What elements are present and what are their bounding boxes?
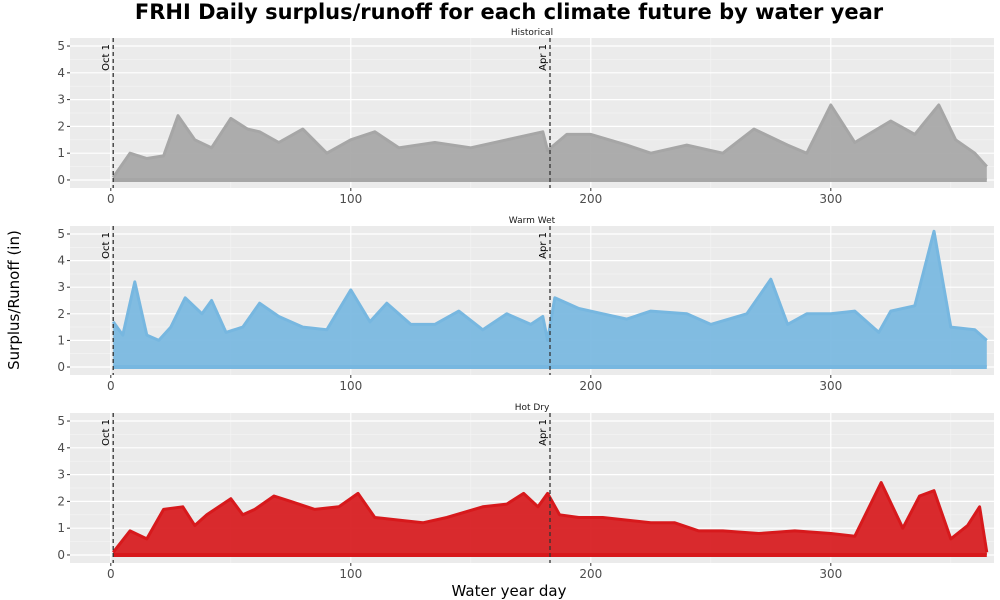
- panel-strip-label: Hot Dry: [515, 403, 550, 413]
- series-area: [113, 105, 987, 180]
- x-tick-label: 100: [339, 379, 362, 393]
- y-tick-label: 3: [57, 468, 65, 482]
- x-tick-label: 300: [819, 567, 842, 581]
- x-tick-label: 200: [579, 192, 602, 206]
- y-tick-label: 2: [57, 119, 65, 133]
- panel-strip-label: Historical: [511, 28, 553, 38]
- y-tick-label: 1: [57, 521, 65, 535]
- series-line: [112, 481, 989, 554]
- x-tick-label: 0: [107, 567, 115, 581]
- reference-line-label: Oct 1: [101, 232, 112, 259]
- x-axis-title: Water year day: [452, 582, 567, 600]
- y-tick-label: 3: [57, 280, 65, 294]
- y-tick-label: 4: [57, 66, 65, 80]
- y-tick-label: 4: [57, 254, 65, 268]
- reference-line-label: Oct 1: [101, 44, 112, 71]
- y-tick-label: 0: [57, 548, 65, 562]
- panel-strip-label: Warm Wet: [509, 216, 556, 226]
- reference-line-label: Apr 1: [538, 419, 549, 446]
- panel-hot-dry: Hot Dry 0 1 2 3 4 5 0 100 200 300 Oct 1 Apr 1: [57, 403, 994, 581]
- y-tick-label: 3: [57, 93, 65, 107]
- x-tick-label: 300: [819, 192, 842, 206]
- y-axis-title: Surplus/Runoff (in): [5, 230, 23, 370]
- panel-historical: Historical 0 1 2 3 4 5 0 100 200 300 Oct 1 Apr 1: [57, 28, 994, 206]
- y-tick-label: 5: [57, 227, 65, 241]
- y-tick-label: 4: [57, 441, 65, 455]
- reference-line-label: Oct 1: [101, 419, 112, 446]
- y-tick-label: 2: [57, 307, 65, 321]
- x-tick-label: 0: [107, 379, 115, 393]
- panel-warm-wet: Warm Wet 0 1 2 3 4 5 0 100 200 300 Oct 1 Apr 1: [57, 216, 994, 393]
- chart-title: FRHI Daily surplus/runoff for each clima…: [135, 0, 884, 24]
- x-tick-label: 200: [579, 567, 602, 581]
- x-tick-label: 100: [339, 567, 362, 581]
- x-tick-label: 300: [819, 379, 842, 393]
- x-tick-label: 0: [107, 192, 115, 206]
- series-line: [111, 229, 988, 342]
- x-tick-label: 200: [579, 379, 602, 393]
- y-tick-label: 5: [57, 414, 65, 428]
- y-tick-label: 0: [57, 360, 65, 374]
- reference-line-label: Apr 1: [538, 232, 549, 259]
- series-line: [111, 103, 988, 179]
- y-tick-label: 1: [57, 333, 65, 347]
- y-tick-label: 1: [57, 146, 65, 160]
- y-tick-label: 5: [57, 39, 65, 53]
- y-tick-label: 2: [57, 494, 65, 508]
- x-tick-label: 100: [339, 192, 362, 206]
- y-tick-label: 0: [57, 173, 65, 187]
- reference-line-label: Apr 1: [538, 44, 549, 71]
- series-area: [113, 231, 987, 368]
